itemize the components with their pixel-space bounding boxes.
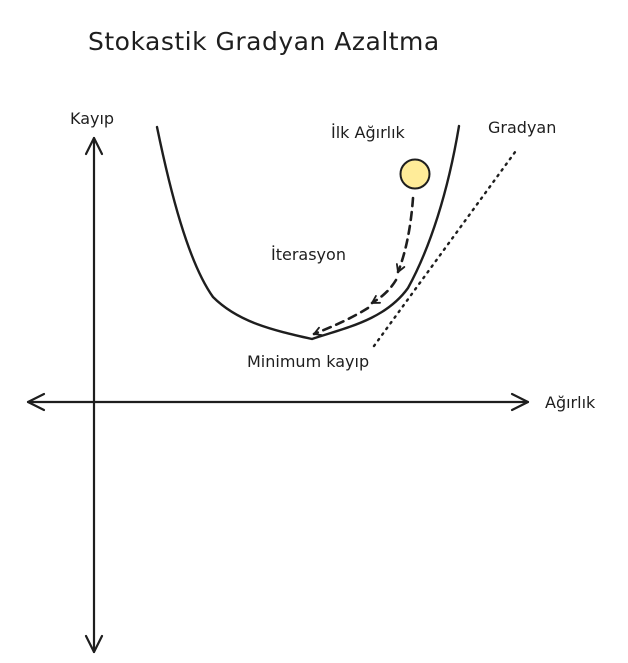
minimum-loss-label: Minimum kayıp <box>247 352 369 371</box>
x-axis-left-arrowhead-icon <box>26 392 46 412</box>
loss-curve <box>155 124 461 341</box>
iteration-arrow-2 <box>370 278 398 305</box>
y-axis-top-arrowhead-icon <box>84 136 104 156</box>
gradient-tangent-line <box>372 146 520 348</box>
y-axis-label: Kayıp <box>70 109 114 128</box>
diagram-title: Stokastik Gradyan Azaltma <box>88 27 440 56</box>
iteration-arrow-1 <box>395 196 415 274</box>
iteration-arrow-3 <box>312 306 370 337</box>
x-axis-label: Ağırlık <box>545 393 596 412</box>
gradient-label: Gradyan <box>488 118 556 137</box>
y-axis <box>84 136 104 654</box>
y-axis-bottom-arrowhead-icon <box>84 634 104 654</box>
x-axis-right-arrowhead-icon <box>510 392 530 412</box>
iteration-label: İterasyon <box>271 245 346 264</box>
initial-weight-ball <box>399 158 431 190</box>
iteration-arrows <box>312 196 415 337</box>
initial-weight-label: İlk Ağırlık <box>331 123 406 142</box>
x-axis <box>26 392 530 412</box>
